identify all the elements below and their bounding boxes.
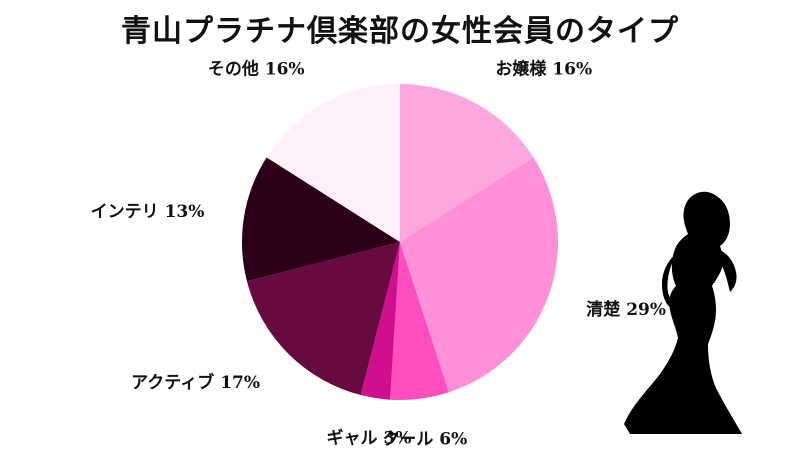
pie-slice-1	[400, 157, 558, 393]
chart-title: 青山プラチナ倶楽部の女性会員のタイプ	[121, 14, 679, 49]
pie-slice-4	[246, 242, 400, 396]
slice-label-2: クール 6%	[382, 429, 467, 449]
slice-label-1: 清楚 29%	[586, 299, 666, 320]
slice-label-6: その他 16%	[208, 59, 305, 80]
pie-slice-6	[266, 84, 400, 242]
pie-slice-3	[360, 242, 400, 400]
pie-slice-0	[400, 84, 534, 242]
slice-label-3: ギャル 3%	[327, 429, 412, 449]
slice-label-4: アクティブ 17%	[131, 372, 260, 393]
slice-labels: お嬢様 16% 清楚 29% クール 6%ギャル 3% アクティブ 17% インテリ 1…	[91, 59, 666, 450]
slice-label-0: お嬢様 16%	[495, 59, 592, 80]
slice-label-5: インテリ 13%	[91, 202, 205, 222]
woman-silhouette-icon	[624, 191, 742, 434]
pie-slice-5	[241, 157, 400, 282]
pie-slices	[241, 84, 558, 401]
pie-slice-2	[390, 242, 449, 401]
